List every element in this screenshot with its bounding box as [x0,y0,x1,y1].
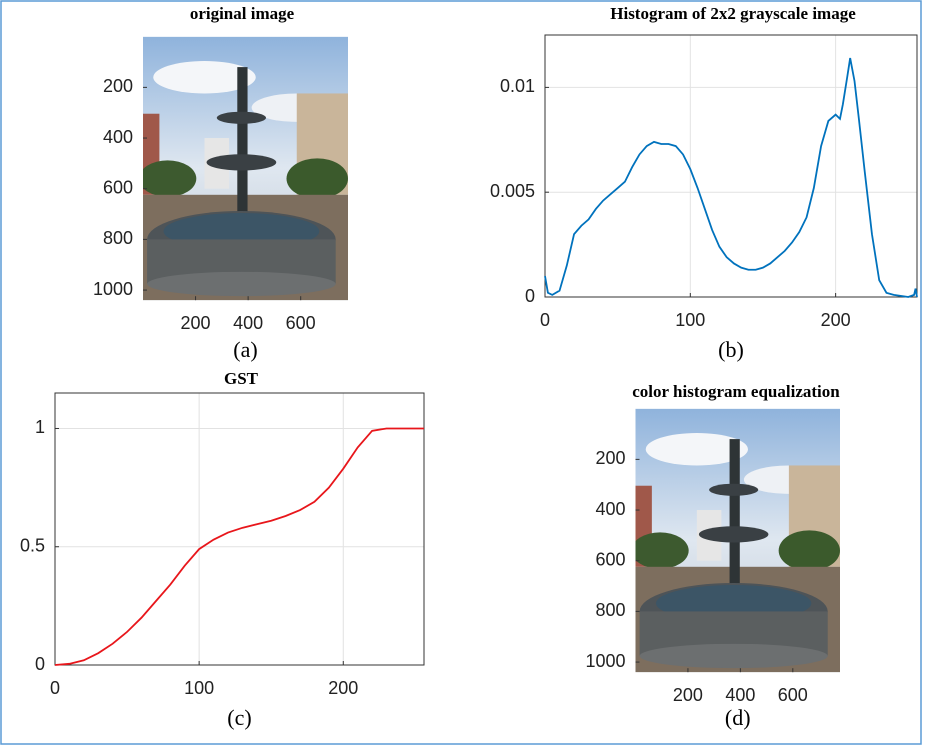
y-tick-label: 1000 [93,279,133,299]
x-tick-label: 100 [675,310,705,330]
panel-title: color histogram equalization [632,382,840,401]
x-tick-label: 200 [821,310,851,330]
photo [635,408,840,673]
photo [143,36,348,301]
y-tick-label: 600 [103,177,133,197]
y-tick-label: 0 [525,286,535,306]
x-tick-label: 100 [184,678,214,698]
panel-caption: (d) [725,705,751,730]
y-tick-label: 0.01 [500,76,535,96]
x-tick-label: 200 [673,685,703,705]
data-line [54,427,424,666]
x-tick-label: 0 [50,678,60,698]
y-tick-label: 0 [35,654,45,674]
panel-caption: (a) [233,337,257,362]
x-tick-label: 600 [778,685,808,705]
panel-title: original image [190,4,295,23]
y-tick-label: 200 [103,76,133,96]
x-tick-label: 400 [725,685,755,705]
x-tick-label: 200 [181,313,211,333]
panel-caption: (b) [718,337,744,362]
y-tick-label: 800 [595,600,625,620]
plot-area [545,35,917,297]
x-tick-label: 400 [233,313,263,333]
panel-title: GST [224,369,259,388]
y-tick-label: 400 [595,499,625,519]
panel-caption: (c) [227,705,251,730]
y-tick-label: 1000 [585,651,625,671]
data-line [544,57,918,298]
y-tick-label: 400 [103,127,133,147]
y-tick-label: 0.005 [490,181,535,201]
panel-title: Histogram of 2x2 grayscale image [610,4,856,23]
axes-box [54,392,425,666]
axes-box [544,34,918,298]
y-tick-label: 600 [595,549,625,569]
y-tick-label: 1 [35,417,45,437]
y-tick-label: 200 [595,448,625,468]
y-tick-label: 0.5 [20,535,45,555]
y-tick-label: 800 [103,228,133,248]
x-tick-label: 0 [540,310,550,330]
x-tick-label: 200 [328,678,358,698]
x-tick-label: 600 [286,313,316,333]
